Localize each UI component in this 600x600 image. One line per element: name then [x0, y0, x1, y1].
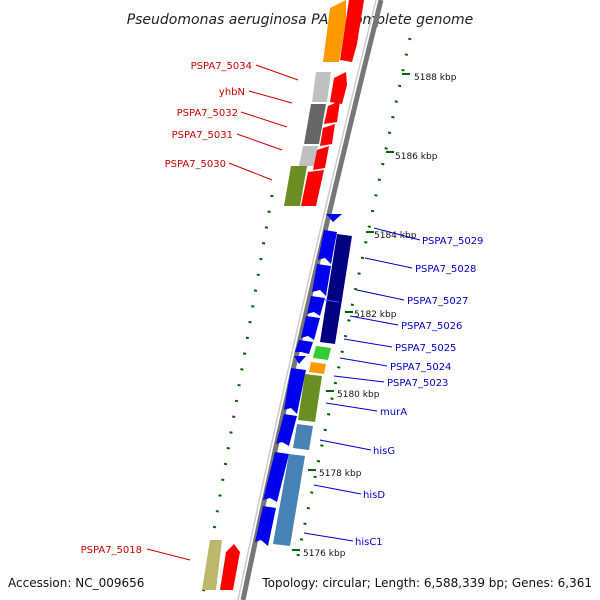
gene-feature-orange[interactable]: [323, 0, 346, 62]
kbp-label-5180: 5180 kbp: [337, 390, 380, 400]
gene-label-mura: murA: [380, 407, 407, 418]
gene-feature-navy[interactable]: [320, 234, 352, 344]
gene-label-pspa7-5026: PSPA7_5026: [401, 321, 462, 332]
gene-arrow-blue-4[interactable]: [301, 316, 320, 340]
genome-title: Pseudomonas aeruginosa PA7, complete gen…: [127, 12, 474, 28]
gene-label-hisg: hisG: [373, 446, 395, 457]
gene-arrow-blue-small[interactable]: [326, 214, 342, 222]
gene-label-pspa7-5028: PSPA7_5028: [415, 264, 476, 275]
gene-label-pspa7-5025: PSPA7_5025: [395, 343, 456, 354]
right-leader-lines: [303, 227, 421, 542]
gene-label-pspa7-5031: PSPA7_5031: [172, 130, 233, 141]
gene-feature-light-gray[interactable]: [312, 72, 331, 102]
gene-arrow-blue-8[interactable]: [263, 452, 289, 502]
gene-feature-orange-small[interactable]: [309, 362, 326, 374]
gene-label-hisc1: hisC1: [355, 537, 383, 548]
kbp-label-5184: 5184 kbp: [374, 231, 417, 241]
gene-arrow-red-4[interactable]: [320, 124, 335, 146]
gene-feature-navy-divider: [324, 299, 340, 303]
kbp-label-5182: 5182 kbp: [354, 310, 397, 320]
kbp-label-5178: 5178 kbp: [319, 469, 362, 479]
gene-feature-green[interactable]: [313, 346, 331, 360]
gene-feature-olive-mid[interactable]: [298, 374, 322, 422]
gene-label-pspa7-5023: PSPA7_5023: [387, 378, 448, 389]
gene-feature-olive-top[interactable]: [284, 166, 307, 206]
gene-arrow-blue-9[interactable]: [255, 506, 276, 546]
gene-label-pspa7-5029: PSPA7_5029: [422, 236, 483, 247]
gene-arrow-blue-1[interactable]: [318, 230, 337, 264]
gene-feature-dark-gray[interactable]: [304, 104, 326, 144]
left-leader-lines: [146, 64, 299, 561]
gene-arrow-blue-5[interactable]: [295, 340, 313, 354]
gene-label-pspa7-5030: PSPA7_5030: [165, 159, 226, 170]
gene-label-pspa7-5018: PSPA7_5018: [81, 545, 142, 556]
kbp-label-5188: 5188 kbp: [414, 73, 457, 83]
gene-feature-steel-1[interactable]: [293, 424, 313, 450]
gene-label-pspa7-5034: PSPA7_5034: [191, 61, 252, 72]
topology-text: Topology: circular; Length: 6,588,339 bp…: [261, 576, 592, 590]
kbp-label-5176: 5176 kbp: [303, 549, 346, 559]
gene-arrow-blue-7[interactable]: [276, 414, 297, 446]
gene-feature-light-gray-2[interactable]: [299, 146, 318, 166]
gene-label-hisd: hisD: [363, 490, 385, 501]
gene-arrow-red-bottom[interactable]: [220, 544, 240, 590]
gene-arrow-red-3[interactable]: [324, 101, 340, 124]
gene-arrow-blue-3[interactable]: [307, 296, 325, 316]
gene-arrow-red-5[interactable]: [313, 146, 329, 170]
gene-feature-steel-2[interactable]: [273, 454, 305, 546]
gene-label-pspa7-5027: PSPA7_5027: [407, 296, 468, 307]
gene-label-yhbn: yhbN: [219, 87, 245, 98]
gene-feature-khaki[interactable]: [202, 540, 222, 590]
genome-backbone-highlight: [237, 0, 377, 600]
gene-arrow-red-2[interactable]: [330, 72, 347, 104]
gene-arrow-blue-6[interactable]: [284, 368, 306, 414]
gene-arrow-red-6[interactable]: [301, 170, 324, 206]
kbp-ticks: [292, 73, 410, 551]
gene-label-pspa7-5032: PSPA7_5032: [177, 108, 238, 119]
kbp-label-5186: 5186 kbp: [395, 152, 438, 162]
gene-arrow-red-1[interactable]: [340, 0, 364, 62]
gene-arrow-blue-tiny[interactable]: [294, 356, 306, 364]
accession-text: Accession: NC_009656: [8, 576, 144, 590]
gene-label-pspa7-5024: PSPA7_5024: [390, 362, 451, 373]
gene-arrow-blue-2[interactable]: [312, 264, 331, 296]
